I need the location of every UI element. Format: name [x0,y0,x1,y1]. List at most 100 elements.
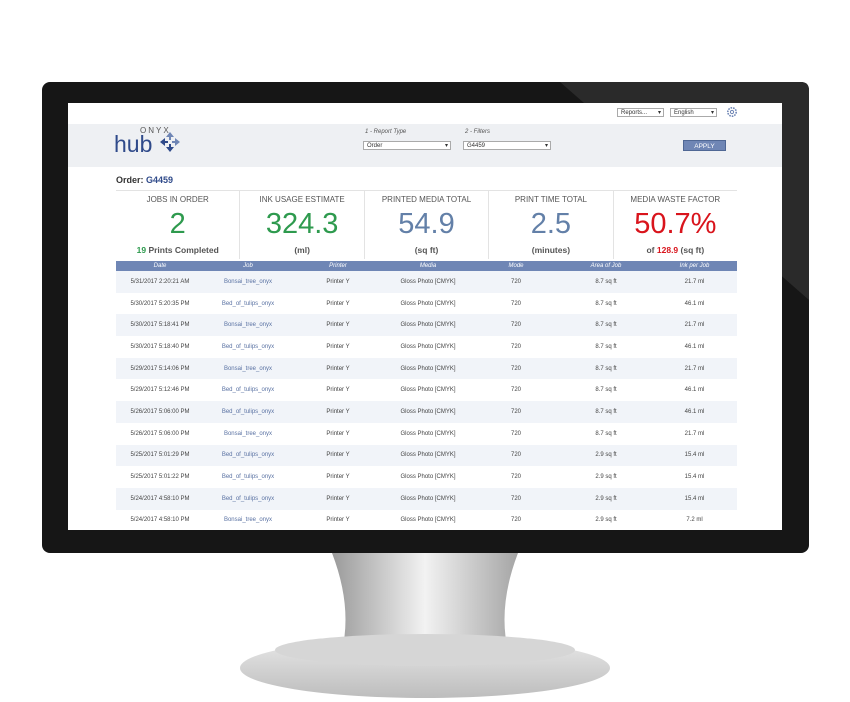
table-cell: 8.7 sq ft [595,278,617,285]
logo-brand: ONYX [140,126,171,135]
table-cell: 720 [510,387,521,394]
stat-unit: (sq ft) [680,245,705,255]
table-cell: Printer Y [326,278,350,285]
column-header: Area of Job [590,263,622,269]
table-cell: Bonsai_tree_onyx [223,278,273,285]
stat-note-text: Prints Completed [148,245,219,255]
table-cell: 2.9 sq ft [595,495,617,502]
table-cell: Gloss Photo [CMYK] [400,365,456,372]
table-cell: 8.7 sq ft [595,365,617,372]
table-cell: Printer Y [326,343,350,350]
table-cell: Bed_of_tulips_onyx [221,495,275,502]
stat: MEDIA WASTE FACTOR 50.7% of 128.9 (sq ft… [612,191,737,259]
stat-note-value: 19 [136,245,147,255]
table-cell: Gloss Photo [CMYK] [400,408,456,415]
table-cell: 21.7 ml [684,365,705,372]
logo-product: hub [114,131,153,157]
table-cell: Gloss Photo [CMYK] [400,474,456,481]
table-row: 5/29/2017 5:14:06 PM Bonsai_tree_onyx Prin… [116,357,737,380]
table-cell: 5/26/2017 5:06:00 PM [130,408,190,415]
table-cell: Gloss Photo [CMYK] [400,300,456,307]
table-cell: Printer Y [326,408,350,415]
table-row: 5/30/2017 5:20:35 PM Bed_of_tulips_onyx Pr… [116,293,737,315]
table-row: 5/30/2017 5:18:40 PM Bed_of_tulips_onyx Pr… [116,336,737,358]
language-select[interactable]: English [670,108,717,118]
table-cell: Printer Y [326,387,350,394]
filter-input[interactable]: G4459 [463,141,551,151]
table-cell: 8.7 sq ft [595,322,617,329]
table-cell: 720 [510,365,521,372]
stat-unit: (sq ft) [414,245,439,255]
table-cell: 720 [510,495,521,502]
table-cell: Gloss Photo [CMYK] [400,343,456,350]
stat-label: PRINT TIME TOTAL [514,195,587,204]
report-type-select[interactable]: Order [363,141,451,151]
stat: PRINTED MEDIA TOTAL 54.9 (sq ft) [363,191,488,259]
logo-mark [160,132,180,152]
table-cell: 8.7 sq ft [595,430,617,437]
table-cell: 46.1 ml [684,300,705,307]
settings-icon[interactable] [726,106,738,118]
stat-value: 2.5 [530,208,572,240]
column-header: Media [419,263,437,269]
table-cell: Printer Y [326,430,350,437]
stat-value: 2 [169,208,186,240]
table-cell: Bed_of_tulips_onyx [221,452,275,459]
table-cell: 5/26/2017 5:06:00 PM [130,430,190,437]
column-header: Date [153,263,167,269]
table-cell: 5/25/2017 5:01:29 PM [130,452,190,459]
stat-label: INK USAGE ESTIMATE [259,195,345,204]
table-cell: 5/30/2017 5:18:41 PM [130,322,190,329]
column-header: Ink per Job [679,263,710,269]
order-label: Order: [116,175,144,185]
table-row: 5/24/2017 4:58:10 PM Bonsai_tree_onyx Prin… [116,510,737,530]
table-cell: 2.9 sq ft [595,474,617,481]
column-header: Printer [329,263,347,269]
table-cell: Bonsai_tree_onyx [223,430,273,437]
table-cell: 5/24/2017 4:58:10 PM [130,495,190,502]
order-heading: Order: G4459 [116,175,173,185]
stat-unit: (ml) [294,245,310,255]
table-cell: 720 [510,408,521,415]
table-row: 5/25/2017 5:01:22 PM Bed_of_tulips_onyx Pr… [116,466,737,488]
reports-select[interactable]: Reports... [617,108,664,118]
table-cell: 720 [510,430,521,437]
table-cell: 5/30/2017 5:18:40 PM [130,343,190,350]
stat-value: 50.7% [634,208,717,240]
report-type-label: 1 - Report Type [365,129,407,135]
filters-label: 2 - Filters [465,129,491,135]
stat-label: JOBS IN ORDER [146,195,209,204]
jobs-table: Date Job Printer Media Mode Area of Job Ink pe… [116,261,737,530]
table-cell: 5/29/2017 5:12:46 PM [130,387,190,394]
table-cell: 720 [510,278,521,285]
table-cell: Bonsai_tree_onyx [223,322,273,329]
table-cell: Printer Y [326,517,350,524]
table-cell: Gloss Photo [CMYK] [400,322,456,329]
table-cell: 8.7 sq ft [595,343,617,350]
table-cell: Bed_of_tulips_onyx [221,343,275,350]
table-cell: 720 [510,517,521,524]
stat-note: of 128.9 (sq ft) [614,245,737,255]
table-cell: Bed_of_tulips_onyx [221,408,275,415]
stat-label: MEDIA WASTE FACTOR [630,195,721,204]
table-cell: 8.7 sq ft [595,300,617,307]
table-cell: 21.7 ml [684,278,705,285]
table-cell: 5/25/2017 5:01:22 PM [130,474,190,481]
table-cell: Gloss Photo [CMYK] [400,452,456,459]
stat-note-value: 128.9 [656,245,679,255]
order-id: G4459 [146,175,174,185]
table-cell: 46.1 ml [684,387,705,394]
stat: JOBS IN ORDER 2 19 Prints Completed [116,191,239,259]
table-cell: 720 [510,343,521,350]
stats-row: JOBS IN ORDER 2 19 Prints Completed INK … [116,190,737,259]
table-cell: 720 [510,300,521,307]
table-cell: Printer Y [326,452,350,459]
table-cell: 5/24/2017 4:58:10 PM [130,517,190,524]
stat-note: 19 Prints Completed [116,245,239,255]
table-cell: Gloss Photo [CMYK] [400,278,456,285]
stat: INK USAGE ESTIMATE 324.3 (ml) [239,191,363,259]
table-cell: 2.9 sq ft [595,517,617,524]
apply-button[interactable]: APPLY [683,140,726,151]
table-cell: 720 [510,474,521,481]
